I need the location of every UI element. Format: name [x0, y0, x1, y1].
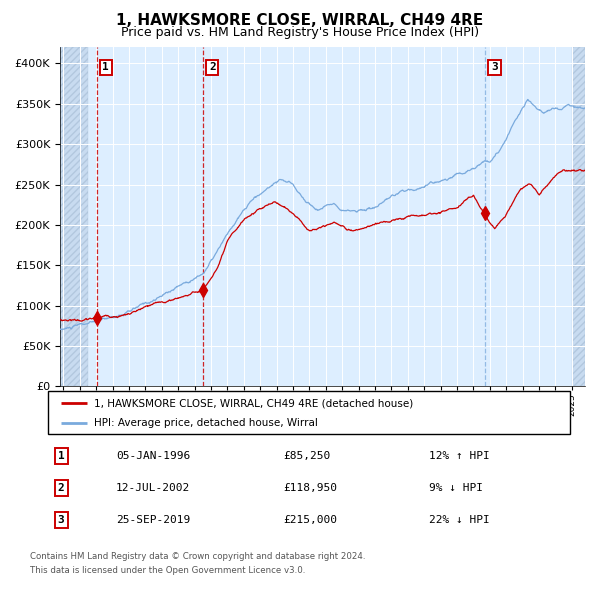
Text: 9% ↓ HPI: 9% ↓ HPI — [429, 483, 483, 493]
Text: 1: 1 — [103, 63, 109, 73]
Text: £118,950: £118,950 — [283, 483, 337, 493]
Text: 1: 1 — [58, 451, 64, 461]
Text: 1, HAWKSMORE CLOSE, WIRRAL, CH49 4RE (detached house): 1, HAWKSMORE CLOSE, WIRRAL, CH49 4RE (de… — [94, 398, 413, 408]
Text: HPI: Average price, detached house, Wirral: HPI: Average price, detached house, Wirr… — [94, 418, 318, 428]
Text: Price paid vs. HM Land Registry's House Price Index (HPI): Price paid vs. HM Land Registry's House … — [121, 26, 479, 39]
Text: 25-SEP-2019: 25-SEP-2019 — [116, 515, 190, 525]
Text: 12-JUL-2002: 12-JUL-2002 — [116, 483, 190, 493]
Text: 1, HAWKSMORE CLOSE, WIRRAL, CH49 4RE: 1, HAWKSMORE CLOSE, WIRRAL, CH49 4RE — [116, 13, 484, 28]
Text: This data is licensed under the Open Government Licence v3.0.: This data is licensed under the Open Gov… — [30, 566, 305, 575]
Bar — [60, 47, 88, 386]
Text: 05-JAN-1996: 05-JAN-1996 — [116, 451, 190, 461]
Text: 22% ↓ HPI: 22% ↓ HPI — [429, 515, 490, 525]
Text: Contains HM Land Registry data © Crown copyright and database right 2024.: Contains HM Land Registry data © Crown c… — [30, 552, 365, 560]
Text: 3: 3 — [491, 63, 498, 73]
Text: 3: 3 — [58, 515, 64, 525]
Text: £215,000: £215,000 — [283, 515, 337, 525]
Bar — [572, 47, 585, 386]
Text: £85,250: £85,250 — [283, 451, 330, 461]
Text: 12% ↑ HPI: 12% ↑ HPI — [429, 451, 490, 461]
Text: 2: 2 — [209, 63, 216, 73]
Text: 2: 2 — [58, 483, 64, 493]
